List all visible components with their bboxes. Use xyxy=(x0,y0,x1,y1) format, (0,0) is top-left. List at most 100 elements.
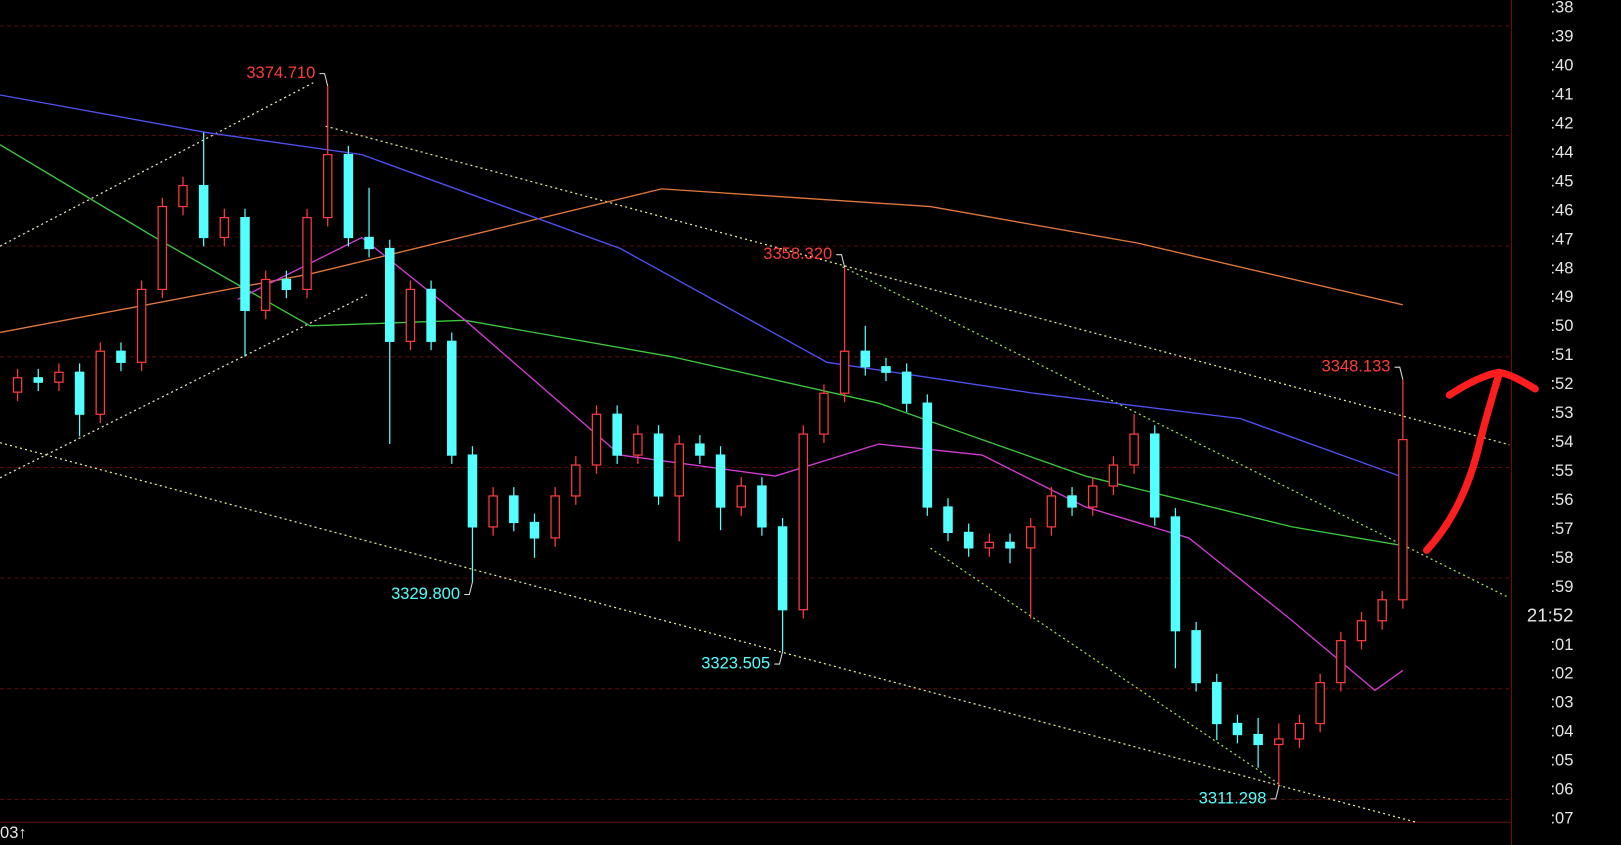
annotation-label: 3323.505 xyxy=(701,653,770,672)
candle-body xyxy=(488,495,498,528)
candle-body xyxy=(1356,620,1367,642)
candle-body xyxy=(198,184,209,239)
corner-label: 03↑ xyxy=(0,823,27,842)
right-axis-label: :56 xyxy=(1550,490,1573,509)
annotation-pointer xyxy=(1270,786,1280,800)
hand-arrow xyxy=(1423,368,1539,554)
candle-body xyxy=(1336,640,1346,684)
right-axis-label: :55 xyxy=(1550,461,1573,480)
candle-body xyxy=(1232,722,1243,736)
candle-body xyxy=(860,350,871,368)
right-axis-label: :48 xyxy=(1550,258,1573,277)
right-axis-label: :58 xyxy=(1550,548,1573,567)
candle-body xyxy=(1212,682,1222,725)
right-axis-label: :06 xyxy=(1550,780,1573,799)
right-axis-label: :41 xyxy=(1550,85,1573,104)
annotation-label: 3311.298 xyxy=(1199,788,1267,807)
right-axis-label: :54 xyxy=(1550,432,1573,451)
right-axis-label: :02 xyxy=(1550,664,1573,683)
candle-body xyxy=(984,541,995,549)
candle-body xyxy=(798,433,809,611)
candle-body xyxy=(12,377,23,393)
arrow-shaft xyxy=(1423,370,1503,554)
right-axis-label: :57 xyxy=(1550,519,1573,538)
candle-body xyxy=(54,371,64,383)
candle-body xyxy=(1150,433,1160,518)
candle-body xyxy=(736,485,746,508)
right-axis-label: :47 xyxy=(1550,229,1573,248)
candle-body xyxy=(1377,599,1387,622)
candle-body xyxy=(674,443,684,497)
candle-body xyxy=(1108,464,1119,487)
right-axis-label: :52 xyxy=(1550,374,1573,393)
candle-body xyxy=(1067,495,1077,508)
candle-body xyxy=(343,154,354,239)
right-axis-label: :39 xyxy=(1550,27,1573,46)
right-axis-label: :50 xyxy=(1550,316,1573,335)
candle-body xyxy=(715,454,726,508)
candle-body xyxy=(612,413,622,456)
arrow-head xyxy=(1445,368,1539,399)
candle-body xyxy=(1046,495,1057,528)
right-axis-label: :07 xyxy=(1550,809,1573,828)
annotation-pointer xyxy=(1394,366,1404,380)
annotation-label: 3358.320 xyxy=(763,244,832,263)
right-axis-label: :49 xyxy=(1550,287,1573,306)
right-axis-label: 21:52 xyxy=(1527,604,1574,625)
right-axis-label: :51 xyxy=(1550,345,1573,364)
candle-body xyxy=(405,288,416,342)
right-axis-label: :45 xyxy=(1550,171,1573,190)
trend-line xyxy=(0,294,368,479)
candle-body xyxy=(1170,516,1181,632)
annotation-pointer xyxy=(836,254,846,268)
candle-body xyxy=(1191,630,1201,684)
candle-body xyxy=(1253,733,1263,746)
annotation-pointer xyxy=(464,581,473,596)
annotation-pointer xyxy=(774,651,784,665)
candle-body xyxy=(922,402,933,508)
trend-line xyxy=(930,547,1283,787)
grid xyxy=(0,25,1512,801)
candle-body xyxy=(633,433,643,456)
candle-body xyxy=(777,526,788,611)
candle-body xyxy=(571,464,581,497)
right-axis-label: :42 xyxy=(1550,113,1573,132)
candle-body xyxy=(467,454,478,528)
candle-body xyxy=(1398,439,1408,601)
candle-body xyxy=(116,350,126,363)
ma-line xyxy=(0,188,1404,334)
right-axis-label: :46 xyxy=(1550,200,1573,219)
right-axis-label: :01 xyxy=(1550,635,1573,654)
candle-body xyxy=(901,371,912,404)
right-axis-label: :05 xyxy=(1550,751,1573,770)
candle-body xyxy=(757,485,767,528)
candle-body xyxy=(591,413,602,466)
candle-body xyxy=(943,506,953,534)
candle-body xyxy=(1294,722,1305,740)
candle-body xyxy=(95,350,106,415)
candle-body xyxy=(1274,738,1284,746)
candle-body xyxy=(1129,433,1139,466)
right-axis-label: :40 xyxy=(1550,56,1573,75)
candle-body xyxy=(302,216,312,291)
trend-line xyxy=(0,82,314,247)
candle-body xyxy=(1315,682,1325,725)
candle-body xyxy=(281,278,292,291)
candle-body xyxy=(1025,526,1036,549)
candle-body xyxy=(322,154,333,219)
candle-body xyxy=(426,288,436,342)
candle-body xyxy=(74,371,85,415)
right-axis-label: :03 xyxy=(1550,693,1573,712)
candle-body xyxy=(33,377,44,383)
candle-body xyxy=(550,495,560,539)
candle-body xyxy=(219,216,230,239)
candle-body xyxy=(653,433,664,497)
candle-body xyxy=(136,288,147,363)
candle-body xyxy=(447,340,457,456)
ma-line xyxy=(0,144,1403,547)
candle-body xyxy=(509,495,519,524)
annotation-label: 3348.133 xyxy=(1322,357,1391,376)
